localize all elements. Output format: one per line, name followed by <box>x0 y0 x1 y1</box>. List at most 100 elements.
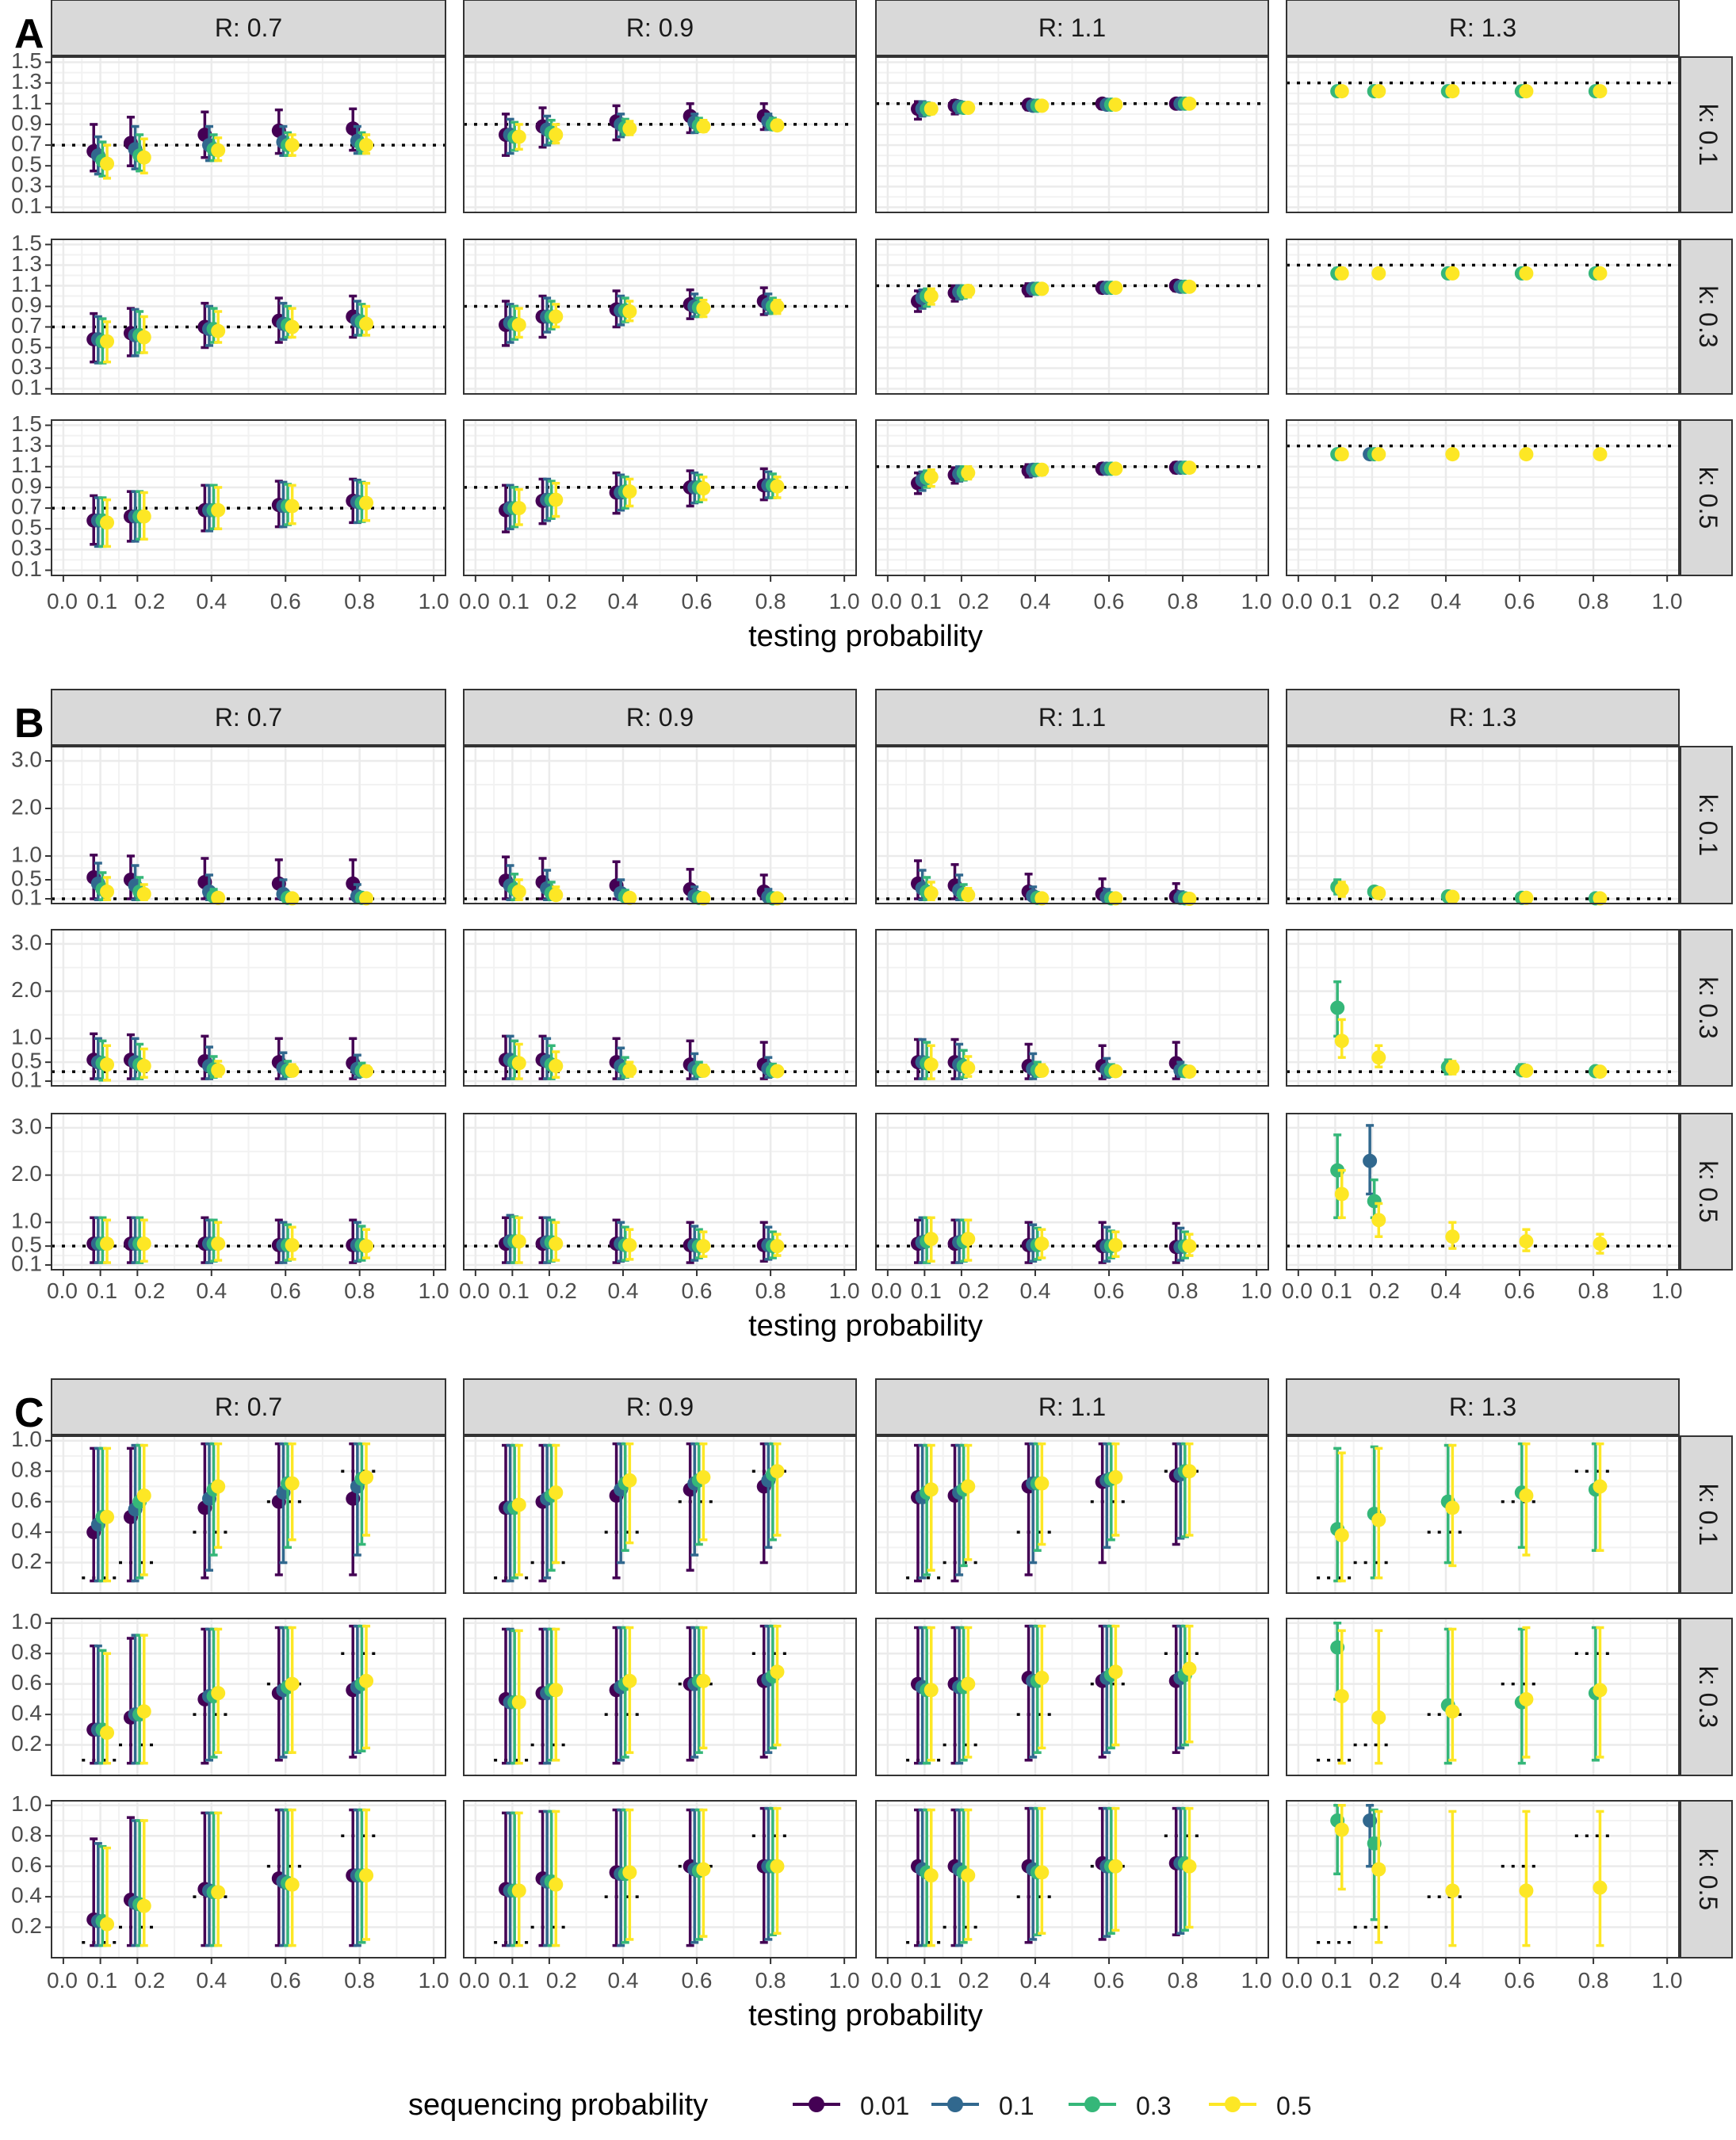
data-point <box>1108 1664 1123 1680</box>
data-point <box>549 492 564 507</box>
y-tick-label: 0.9 <box>11 292 42 317</box>
data-point <box>1445 447 1460 462</box>
column-strip-label: R: 0.9 <box>626 13 694 42</box>
x-tick-label: 0.2 <box>546 589 577 613</box>
data-point <box>1034 1476 1050 1491</box>
data-point <box>1034 891 1050 906</box>
data-point <box>622 121 637 136</box>
facet-panel: 0.10.30.50.70.91.11.31.5 <box>11 48 446 218</box>
data-point <box>136 150 151 165</box>
column-strip <box>875 689 1269 746</box>
facet-border <box>1286 56 1680 213</box>
data-point <box>1334 1527 1349 1542</box>
facet-panel <box>875 239 1269 395</box>
facet-border <box>875 56 1269 213</box>
data-point <box>961 1232 976 1247</box>
x-tick-label: 0.1 <box>1321 589 1352 613</box>
data-point <box>285 1063 300 1078</box>
legend-label: 0.3 <box>1136 2092 1171 2120</box>
data-point <box>359 1239 374 1254</box>
data-point <box>211 143 226 158</box>
column-strip <box>51 0 446 56</box>
data-point <box>1519 890 1534 905</box>
legend-label: 0.01 <box>860 2092 909 2120</box>
data-point <box>100 1057 115 1072</box>
facet-border <box>51 239 446 395</box>
x-tick-label: 0.8 <box>755 1278 786 1303</box>
facet-panel: 0.10.30.50.70.91.11.31.5 <box>11 231 446 399</box>
facet-border <box>1286 239 1680 395</box>
column-strip-label: R: 1.1 <box>1038 1393 1106 1421</box>
column-strip-label: R: 0.7 <box>215 1393 282 1421</box>
y-tick-label: 0.9 <box>11 473 42 498</box>
data-point <box>1108 1859 1123 1874</box>
y-tick-label: 0.7 <box>11 313 42 338</box>
data-point <box>1593 1064 1608 1080</box>
data-point <box>1593 266 1608 281</box>
x-tick-label: 0.4 <box>1431 1278 1462 1303</box>
x-tick-label: 0.0 <box>871 589 902 613</box>
data-point <box>961 101 976 116</box>
data-point <box>211 890 226 905</box>
data-point <box>100 1236 115 1252</box>
y-tick-label: 0.7 <box>11 494 42 518</box>
x-tick-label: 0.1 <box>86 1278 117 1303</box>
data-point <box>211 323 226 338</box>
y-tick-label: 2.0 <box>11 1161 42 1186</box>
facet-border <box>463 239 857 395</box>
facet-panel <box>463 1618 857 1776</box>
data-point <box>511 129 526 144</box>
data-point <box>285 319 300 334</box>
data-point <box>1034 1063 1050 1078</box>
data-point <box>923 1232 939 1247</box>
y-tick-label: 0.4 <box>11 1700 42 1725</box>
facet-border <box>463 746 857 904</box>
x-tick-label: 0.6 <box>1094 1278 1125 1303</box>
data-point <box>770 479 785 494</box>
y-tick-label: 0.5 <box>11 1049 42 1073</box>
x-tick-label: 1.0 <box>1241 1968 1272 1993</box>
column-strip <box>463 689 857 746</box>
row-strip-label: k: 0.5 <box>1694 1160 1723 1222</box>
data-point <box>1034 1865 1050 1880</box>
data-point <box>1593 891 1608 906</box>
facet-border <box>463 1113 857 1271</box>
x-tick-label: 0.2 <box>546 1278 577 1303</box>
data-point <box>285 1676 300 1691</box>
data-point <box>136 1058 151 1073</box>
x-tick-label: 0.6 <box>270 1278 301 1303</box>
data-point <box>1182 1464 1197 1479</box>
data-point <box>136 1488 151 1503</box>
x-tick-label: 0.0 <box>47 1278 78 1303</box>
x-tick-label: 0.6 <box>1505 589 1535 613</box>
x-tick-label: 0.2 <box>1369 589 1400 613</box>
y-tick-label: 1.1 <box>11 90 42 114</box>
data-point <box>770 1464 785 1479</box>
row-strip-label: k: 0.3 <box>1694 976 1723 1038</box>
row-strip-label: k: 0.1 <box>1694 104 1723 166</box>
facet-panel <box>463 929 857 1087</box>
x-tick-label: 0.0 <box>1282 1968 1313 1993</box>
facet-border <box>1286 1800 1680 1958</box>
x-tick-label: 0.6 <box>682 589 713 613</box>
facet-border <box>875 1435 1269 1594</box>
legend-key-point <box>809 2096 824 2112</box>
y-tick-label: 3.0 <box>11 747 42 771</box>
data-point <box>1330 1000 1345 1015</box>
data-point <box>1593 1236 1608 1252</box>
data-point <box>1519 266 1534 281</box>
data-point <box>1034 1236 1050 1252</box>
x-axis-title: testing probability <box>748 1999 983 2032</box>
data-point <box>100 515 115 530</box>
data-point <box>511 501 526 516</box>
data-point <box>211 1236 226 1252</box>
y-tick-label: 0.1 <box>11 1067 42 1091</box>
data-point <box>359 1868 374 1883</box>
data-point <box>1519 1883 1534 1898</box>
data-point <box>696 891 711 906</box>
data-point <box>1445 889 1460 904</box>
data-point <box>961 465 976 480</box>
data-point <box>1371 447 1386 462</box>
x-tick-label: 0.0 <box>459 1278 490 1303</box>
